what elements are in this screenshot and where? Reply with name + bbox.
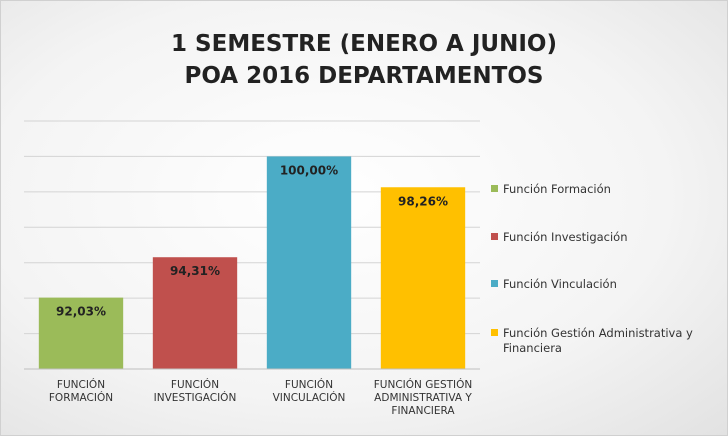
legend-item: Función Formación [491, 182, 728, 197]
legend-swatch [491, 280, 498, 287]
legend-label: Función Vinculación [503, 277, 617, 291]
legend-label: Función Gestión Administrativa y Financi… [503, 326, 693, 355]
data-label: 100,00% [280, 163, 338, 177]
bar [380, 187, 466, 369]
legend-item: Función Investigación [491, 230, 728, 245]
bar [266, 156, 352, 369]
legend-swatch [491, 233, 498, 240]
x-tick-label: FUNCIÓN GESTIÓN ADMINISTRATIVA Y FINANCI… [373, 379, 473, 417]
data-label: 98,26% [398, 194, 448, 208]
legend-swatch [491, 329, 498, 336]
data-label: 94,31% [170, 264, 220, 278]
bar [152, 257, 238, 369]
legend-label: Función Formación [503, 182, 611, 196]
data-label: 92,03% [56, 305, 106, 319]
chart-title: 1 SEMESTRE (ENERO A JUNIO) [171, 31, 557, 57]
legend-item: Función Vinculación [491, 277, 728, 292]
legend-swatch [491, 185, 498, 192]
x-tick-label: FUNCIÓN FORMACIÓN [48, 379, 114, 404]
legend-item: Función Gestión Administrativa y Financi… [491, 326, 728, 356]
legend-label: Función Investigación [503, 230, 628, 244]
x-tick-label: FUNCIÓN INVESTIGACIÓN [153, 379, 237, 404]
bar [38, 297, 124, 369]
x-tick-label: FUNCIÓN VINCULACIÓN [272, 379, 346, 404]
chart-title: POA 2016 DEPARTAMENTOS [184, 63, 544, 89]
